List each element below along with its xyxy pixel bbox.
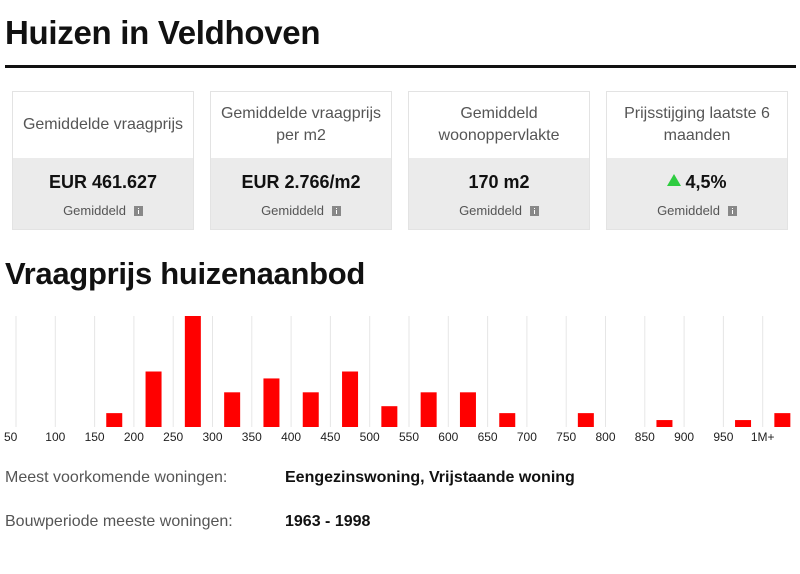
stat-card-average-price: Gemiddelde vraagprijs EUR 461.627 Gemidd… — [12, 91, 194, 230]
stat-card-price-per-m2: Gemiddelde vraagprijs per m2 EUR 2.766/m… — [210, 91, 392, 230]
histogram-bar-750-800[interactable] — [577, 413, 594, 427]
x-tick-label: 100 — [45, 430, 65, 444]
x-tick-label: 200 — [124, 430, 144, 444]
stat-label: Gemiddelde vraagprijs per m2 — [220, 105, 382, 144]
stat-value-area: EUR 461.627 Gemiddeld — [13, 158, 193, 229]
x-tick-label: 350 — [242, 430, 262, 444]
trend-up-icon — [667, 174, 682, 186]
stat-value-area: EUR 2.766/m2 Gemiddeld — [211, 158, 391, 229]
stat-sub: Gemiddeld — [409, 203, 589, 218]
x-tick-label: 450 — [320, 430, 340, 444]
stat-sub-text: Gemiddeld — [63, 203, 126, 218]
stat-sub-text: Gemiddeld — [261, 203, 324, 218]
histogram-bar-500-550[interactable] — [381, 406, 398, 427]
histogram-bar-550-600[interactable] — [420, 392, 437, 427]
histogram-bar-200-250[interactable] — [145, 371, 162, 428]
stat-value-area: 4,5% Gemiddeld — [607, 158, 787, 229]
info-icon[interactable] — [133, 206, 143, 216]
histogram-bar-350-400[interactable] — [263, 378, 280, 427]
stat-value-area: 170 m2 Gemiddeld — [409, 158, 589, 229]
histogram-bar-600-650[interactable] — [459, 392, 476, 427]
stat-sub-text: Gemiddeld — [459, 203, 522, 218]
x-tick-label: 250 — [163, 430, 183, 444]
x-tick-label: 1M+ — [751, 430, 775, 444]
stat-value-text: EUR 461.627 — [48, 172, 158, 192]
histogram-bar-850-900[interactable] — [656, 420, 673, 427]
info-icon[interactable] — [529, 206, 539, 216]
x-tick-label: 300 — [202, 430, 222, 444]
x-tick-label: 600 — [438, 430, 458, 444]
common-housing-value: Eengezinswoning, Vrijstaande woning — [285, 469, 575, 486]
stat-value: 170 m2 — [409, 172, 589, 193]
price-histogram: 50 100 150 200 250 300 350 400 450 500 550 600 650 70… — [4, 316, 791, 444]
x-tick-label: 700 — [517, 430, 537, 444]
histogram-bar-950-1M[interactable] — [735, 420, 752, 427]
stat-label: Prijsstijging laatste 6 maanden — [624, 105, 770, 144]
stat-label: Gemiddelde vraagprijs — [22, 116, 184, 133]
stat-card-price-increase: Prijsstijging laatste 6 maanden 4,5% Gem… — [606, 91, 788, 230]
stat-value-text: 4,5% — [685, 172, 727, 192]
x-tick-label: 550 — [399, 430, 419, 444]
x-tick-label: 850 — [635, 430, 655, 444]
histogram-bar-300-350[interactable] — [224, 392, 241, 427]
x-tick-label: 950 — [713, 430, 733, 444]
histogram-bar-650-700[interactable] — [499, 413, 516, 427]
stat-value: 4,5% — [607, 172, 787, 193]
histogram-bar-150-200[interactable] — [106, 413, 123, 427]
x-tick-label: 650 — [478, 430, 498, 444]
build-period-label: Bouwperiode meeste woningen: — [5, 513, 233, 530]
x-tick-label: 750 — [556, 430, 576, 444]
stat-value: EUR 2.766/m2 — [211, 172, 391, 193]
x-tick-label: 900 — [674, 430, 694, 444]
title-divider — [5, 65, 796, 68]
histogram-bar-250-300[interactable] — [184, 316, 201, 427]
x-tick-label: 150 — [85, 430, 105, 444]
build-period-value: 1963 - 1998 — [285, 513, 371, 530]
x-tick-label: 500 — [360, 430, 380, 444]
histogram-bar-1M+[interactable] — [774, 413, 791, 427]
info-icon[interactable] — [727, 206, 737, 216]
stat-value: EUR 461.627 — [13, 172, 193, 193]
stat-value-text: EUR 2.766/m2 — [241, 172, 361, 192]
stat-sub: Gemiddeld — [211, 203, 391, 218]
stat-label: Gemiddeld woonoppervlakte — [438, 105, 560, 144]
stat-sub-text: Gemiddeld — [657, 203, 720, 218]
stat-value-text: 170 m2 — [468, 172, 530, 192]
section-title: Vraagprijs huizenaanbod — [5, 256, 366, 291]
stat-sub: Gemiddeld — [607, 203, 787, 218]
histogram-bar-450-500[interactable] — [342, 371, 359, 428]
x-tick-label: 400 — [281, 430, 301, 444]
info-icon[interactable] — [331, 206, 341, 216]
page-title: Huizen in Veldhoven — [5, 14, 321, 51]
histogram-bar-400-450[interactable] — [302, 392, 319, 427]
stat-sub: Gemiddeld — [13, 203, 193, 218]
x-tick-label: 50 — [4, 430, 18, 444]
common-housing-label: Meest voorkomende woningen: — [5, 469, 228, 486]
x-tick-label: 800 — [595, 430, 615, 444]
stat-card-living-area: Gemiddeld woonoppervlakte 170 m2 Gemidde… — [408, 91, 590, 230]
